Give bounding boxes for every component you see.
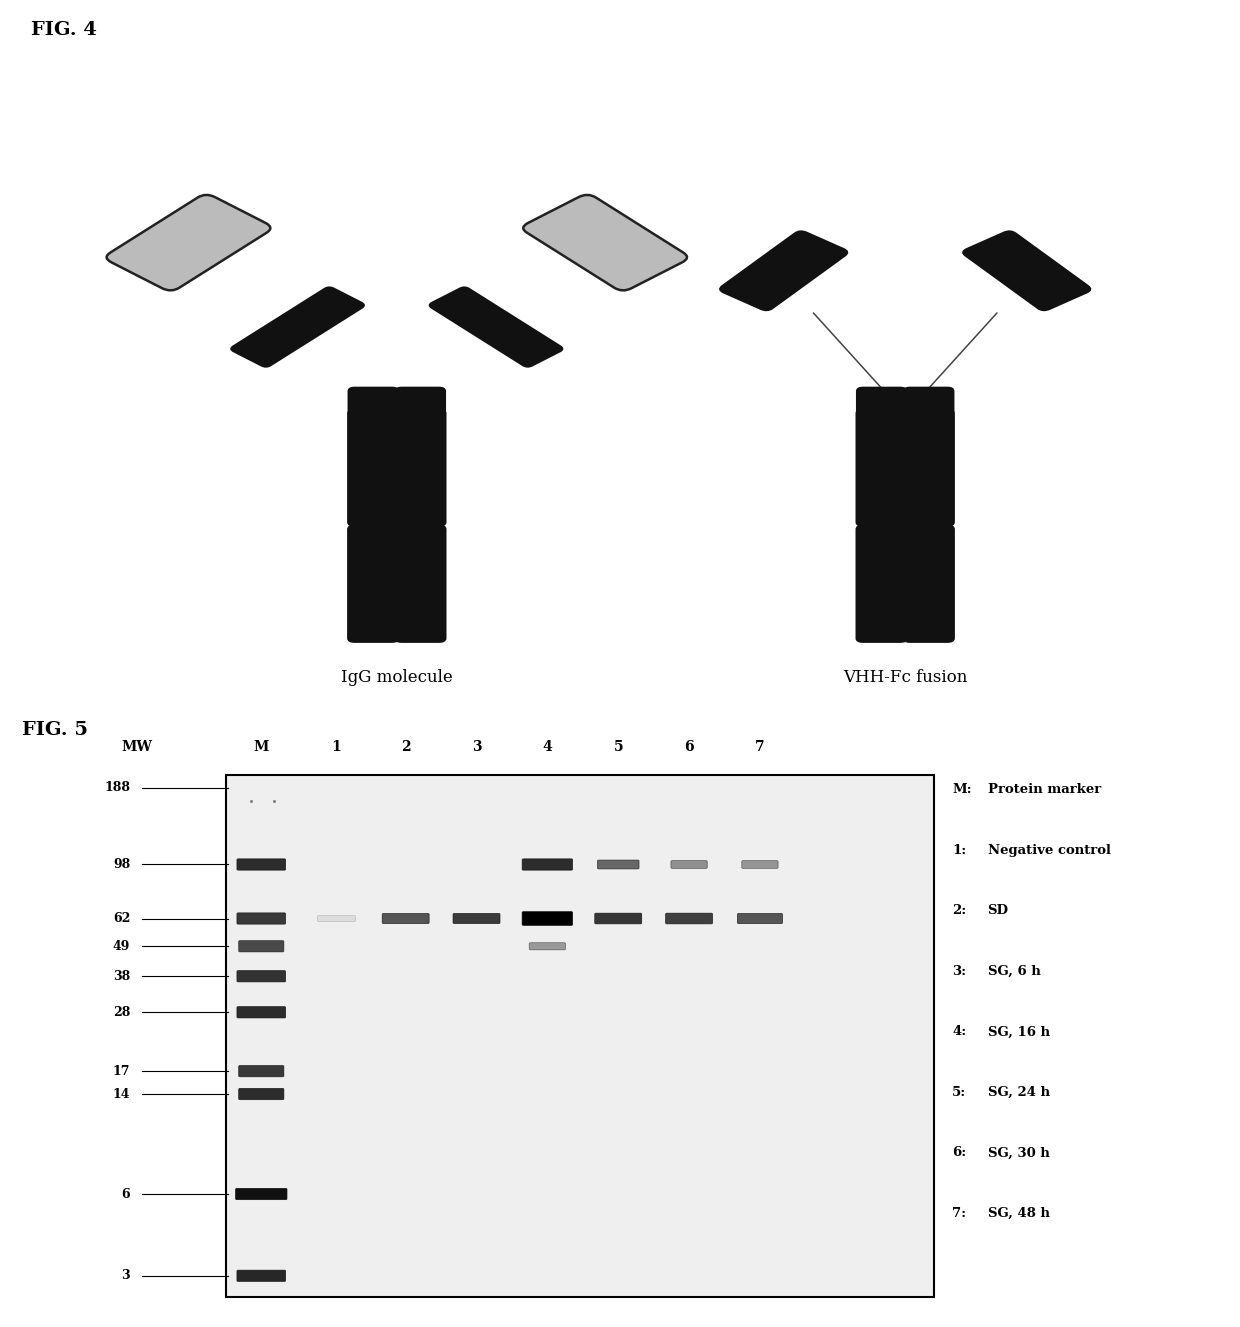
- FancyBboxPatch shape: [396, 387, 445, 414]
- FancyBboxPatch shape: [231, 287, 365, 366]
- Text: 5:: 5:: [952, 1085, 966, 1099]
- FancyBboxPatch shape: [857, 410, 906, 525]
- Text: Protein marker: Protein marker: [987, 783, 1101, 796]
- Text: SG, 48 h: SG, 48 h: [987, 1208, 1049, 1220]
- FancyBboxPatch shape: [904, 525, 954, 642]
- FancyBboxPatch shape: [238, 1066, 284, 1076]
- Text: M: M: [254, 739, 269, 754]
- Text: 7:: 7:: [952, 1208, 966, 1220]
- Text: 4:: 4:: [952, 1026, 966, 1038]
- Text: 3:: 3:: [952, 965, 966, 978]
- Text: SG, 24 h: SG, 24 h: [987, 1085, 1050, 1099]
- FancyBboxPatch shape: [742, 861, 779, 868]
- Text: 17: 17: [113, 1064, 130, 1078]
- Text: 1:: 1:: [952, 844, 966, 856]
- Text: 6: 6: [684, 739, 694, 754]
- FancyBboxPatch shape: [523, 195, 687, 291]
- FancyBboxPatch shape: [238, 941, 284, 951]
- FancyBboxPatch shape: [529, 942, 565, 950]
- Text: 5: 5: [614, 739, 622, 754]
- FancyBboxPatch shape: [237, 1270, 285, 1282]
- FancyBboxPatch shape: [348, 525, 398, 642]
- Text: 62: 62: [113, 912, 130, 925]
- FancyBboxPatch shape: [522, 859, 573, 871]
- FancyBboxPatch shape: [720, 231, 847, 311]
- Text: 1: 1: [331, 739, 341, 754]
- Text: SG, 30 h: SG, 30 h: [987, 1147, 1049, 1160]
- FancyBboxPatch shape: [595, 913, 642, 924]
- Text: SD: SD: [987, 904, 1008, 917]
- Text: 3: 3: [122, 1270, 130, 1282]
- Text: IgG molecule: IgG molecule: [341, 669, 453, 686]
- FancyBboxPatch shape: [857, 525, 906, 642]
- FancyBboxPatch shape: [237, 859, 285, 871]
- Text: FIG. 4: FIG. 4: [31, 21, 97, 38]
- FancyBboxPatch shape: [598, 860, 639, 869]
- FancyBboxPatch shape: [396, 525, 445, 642]
- Text: SG, 6 h: SG, 6 h: [987, 965, 1040, 978]
- FancyBboxPatch shape: [382, 913, 429, 924]
- FancyBboxPatch shape: [236, 1189, 286, 1200]
- FancyBboxPatch shape: [348, 387, 398, 414]
- FancyBboxPatch shape: [396, 410, 445, 525]
- Text: 7: 7: [755, 739, 765, 754]
- Text: SG, 16 h: SG, 16 h: [987, 1026, 1050, 1038]
- FancyBboxPatch shape: [738, 913, 782, 924]
- Text: 2:: 2:: [952, 904, 966, 917]
- Text: FIG. 5: FIG. 5: [22, 721, 88, 739]
- Text: 3: 3: [471, 739, 481, 754]
- Text: M:: M:: [952, 783, 972, 796]
- Text: MW: MW: [122, 739, 153, 754]
- FancyBboxPatch shape: [429, 287, 563, 366]
- FancyBboxPatch shape: [317, 916, 356, 921]
- FancyBboxPatch shape: [904, 410, 954, 525]
- Text: 49: 49: [113, 940, 130, 953]
- FancyBboxPatch shape: [671, 861, 707, 868]
- FancyBboxPatch shape: [237, 970, 285, 982]
- FancyBboxPatch shape: [857, 387, 906, 414]
- FancyBboxPatch shape: [453, 913, 500, 924]
- Text: 6: 6: [122, 1188, 130, 1201]
- Text: 2: 2: [401, 739, 410, 754]
- FancyBboxPatch shape: [904, 387, 954, 414]
- Text: VHH-Fc fusion: VHH-Fc fusion: [843, 669, 967, 686]
- Text: 188: 188: [104, 782, 130, 794]
- FancyBboxPatch shape: [237, 913, 285, 924]
- Text: 38: 38: [113, 970, 130, 983]
- Text: Negative control: Negative control: [987, 844, 1111, 856]
- Bar: [226, 775, 935, 1298]
- FancyBboxPatch shape: [107, 195, 270, 291]
- Text: 6:: 6:: [952, 1147, 966, 1160]
- FancyBboxPatch shape: [237, 1007, 285, 1018]
- FancyBboxPatch shape: [666, 913, 713, 924]
- Text: 4: 4: [542, 739, 552, 754]
- FancyBboxPatch shape: [238, 1088, 284, 1100]
- FancyBboxPatch shape: [348, 410, 398, 525]
- FancyBboxPatch shape: [963, 231, 1090, 311]
- Text: 28: 28: [113, 1006, 130, 1019]
- Text: 14: 14: [113, 1088, 130, 1100]
- Text: 98: 98: [113, 859, 130, 871]
- FancyBboxPatch shape: [522, 912, 573, 925]
